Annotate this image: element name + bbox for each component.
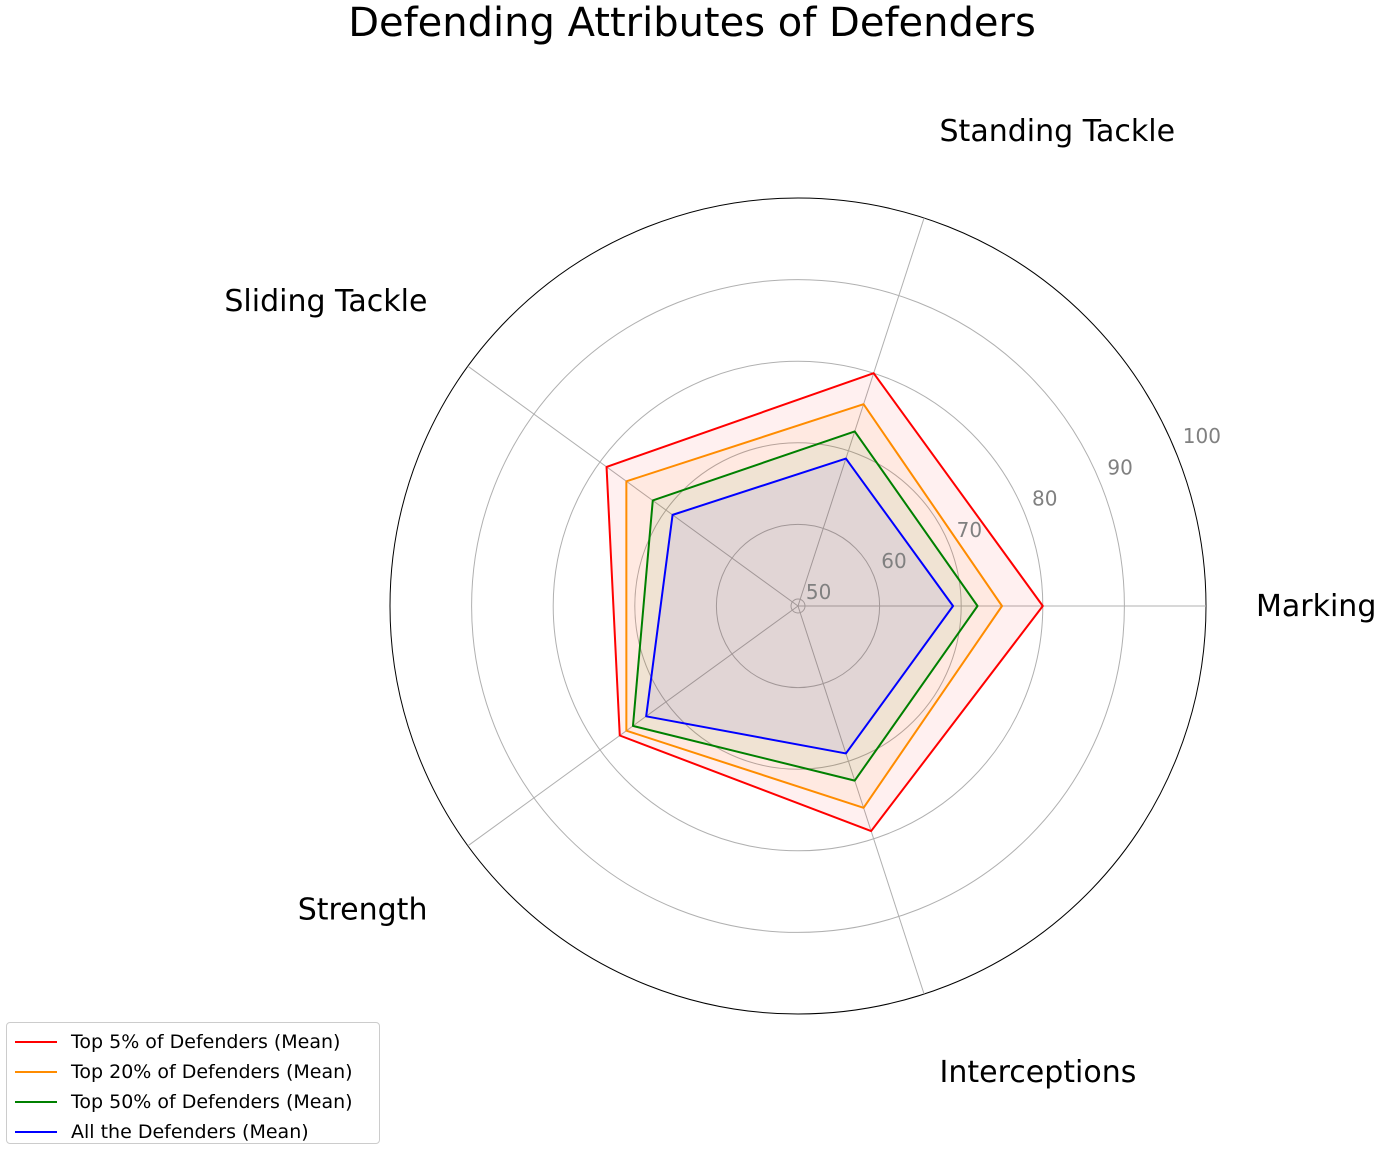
series-line-0 — [605, 372, 1044, 833]
legend-item-2: Top 50% of Defenders (Mean) — [7, 1087, 379, 1117]
series-0-point-4 — [870, 830, 872, 832]
series-fill-0 — [606, 373, 1043, 832]
series-2-point-0 — [977, 605, 979, 607]
chart-title: Defending Attributes of Defenders — [348, 0, 1036, 46]
legend-swatch-0 — [15, 1041, 57, 1043]
series-fill-2 — [632, 431, 978, 781]
series-2-point-4 — [854, 780, 856, 782]
tick-label-90: 90 — [1107, 455, 1132, 479]
series-line-3 — [645, 457, 955, 755]
spoke-1 — [797, 217, 925, 607]
label-layer: 50 60 70 80 90 100 Marking Standing Tackle Slidi… — [224, 114, 1376, 1090]
series-3-point-4 — [845, 752, 847, 754]
axis-label-0: Marking — [1256, 589, 1376, 624]
axis-label-1: Standing Tackle — [940, 114, 1176, 149]
series-fill-3 — [646, 458, 954, 754]
legend-swatch-1 — [15, 1071, 57, 1073]
series-3-point-0 — [952, 605, 954, 607]
series-2-point-1 — [854, 430, 856, 432]
spoke-4 — [797, 605, 925, 995]
tick-label-50: 50 — [806, 580, 831, 604]
legend-item-1: Top 20% of Defenders (Mean) — [7, 1057, 379, 1087]
series-1-point-4 — [863, 807, 865, 809]
series-2-point-2 — [652, 499, 654, 501]
legend-item-0: Top 5% of Defenders (Mean) — [7, 1027, 379, 1057]
series-3-point-2 — [672, 514, 674, 516]
series-3-point-1 — [845, 458, 847, 460]
axis-label-3: Strength — [298, 892, 428, 927]
series-line-2 — [631, 430, 979, 782]
tick-label-80: 80 — [1032, 487, 1057, 511]
spoke-2 — [467, 365, 799, 607]
series-0-point-1 — [873, 372, 875, 374]
axis-label-2: Sliding Tackle — [224, 284, 427, 319]
legend-swatch-3 — [15, 1131, 57, 1133]
legend-label-0: Top 5% of Defenders (Mean) — [71, 1031, 341, 1053]
legend-item-3: All the Defenders (Mean) — [7, 1117, 379, 1147]
legend: Top 5% of Defenders (Mean) Top 20% of De… — [6, 1022, 380, 1144]
legend-label-1: Top 20% of Defenders (Mean) — [71, 1061, 353, 1083]
series-fill-1 — [626, 404, 1002, 808]
series-1-point-1 — [863, 403, 865, 405]
series-2-point-3 — [632, 725, 634, 727]
series-3-point-3 — [645, 715, 647, 717]
series-line-1 — [625, 403, 1003, 809]
series-1-point-2 — [625, 480, 627, 482]
legend-label-3: All the Defenders (Mean) — [71, 1121, 309, 1143]
legend-swatch-2 — [15, 1101, 57, 1103]
axis-label-4: Interceptions — [940, 1055, 1137, 1090]
series-0-point-0 — [1042, 605, 1044, 607]
series-layer — [605, 372, 1044, 833]
legend-label-2: Top 50% of Defenders (Mean) — [71, 1091, 353, 1113]
series-0-point-2 — [606, 466, 608, 468]
series-1-point-3 — [625, 730, 627, 732]
series-1-point-0 — [1001, 605, 1003, 607]
series-0-point-3 — [619, 735, 621, 737]
tick-label-100: 100 — [1183, 424, 1221, 448]
tick-label-60: 60 — [881, 549, 906, 573]
tick-label-70: 70 — [957, 518, 982, 542]
grid-layer — [389, 197, 1207, 1015]
